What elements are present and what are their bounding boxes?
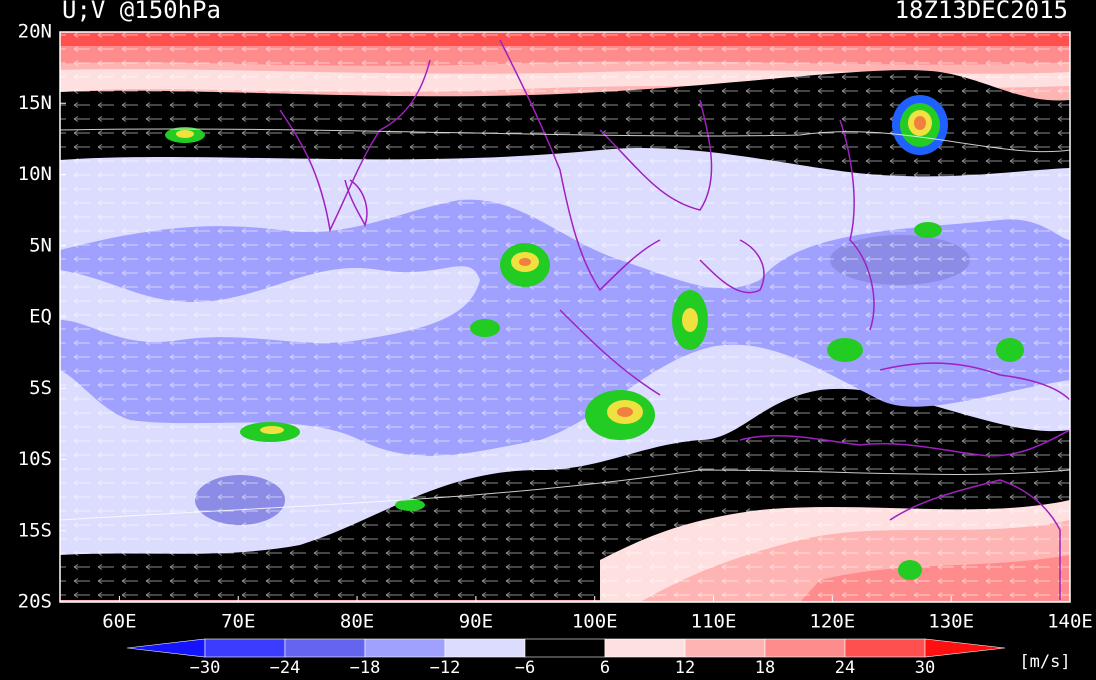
- colorbar-label: 6: [600, 658, 610, 678]
- longitude-label: 70E: [221, 611, 255, 633]
- longitude-label: 80E: [340, 611, 374, 633]
- latitude-label: 15N: [18, 92, 52, 114]
- colorbar-swatch: [364, 638, 446, 658]
- colorbar-label: 24: [835, 658, 855, 678]
- colorbar-swatch: [764, 638, 846, 658]
- colorbar-swatch: [684, 638, 766, 658]
- longitude-label: 120E: [809, 611, 855, 633]
- latitude-label: 20S: [18, 591, 52, 613]
- latitude-label: 5N: [29, 234, 52, 256]
- colorbar-swatch: [444, 638, 526, 658]
- colorbar-swatch: [604, 638, 686, 658]
- colorbar-swatch: [844, 638, 926, 658]
- colorbar-label: −30: [190, 658, 221, 678]
- longitude-label: 60E: [102, 611, 136, 633]
- colorbar-arrow: [924, 638, 1006, 658]
- colorbar-label: −24: [270, 658, 301, 678]
- map-title: U;V @150hPa: [62, 0, 221, 24]
- colorbar-swatch: [284, 638, 366, 658]
- colorbar-label: −18: [350, 658, 381, 678]
- unit-label: [m/s]: [1019, 652, 1070, 672]
- longitude-label: 140E: [1047, 611, 1093, 633]
- latitude-label: EQ: [29, 306, 52, 328]
- colorbar-swatch: [524, 638, 606, 658]
- colorbar-label: 30: [915, 658, 935, 678]
- convection: [165, 95, 1024, 580]
- latitude-label: 20N: [18, 21, 52, 43]
- latitude-label: 10N: [18, 163, 52, 185]
- latitude-label: 15S: [18, 519, 52, 541]
- longitude-labels: 60E 70E 80E 90E 100E 110E 120E 130E 140E: [102, 596, 1093, 633]
- coastlines: [279, 39, 1070, 600]
- latitude-labels: 20N 15N 10N 5N EQ 5S 10S 15S 20S: [18, 21, 66, 613]
- map-time: 18Z13DEC2015: [895, 0, 1068, 24]
- longitude-label: 90E: [459, 611, 493, 633]
- colorbar: −30 −24 −18 −12 −6 6 12 18 24 30: [126, 638, 1006, 678]
- colorbar-swatch: [204, 638, 286, 658]
- colorbar-label: 12: [675, 658, 695, 678]
- colorbar-label: −12: [430, 658, 461, 678]
- colorbar-label: 18: [755, 658, 775, 678]
- latitude-label: 10S: [18, 448, 52, 470]
- colorbar-label: −6: [515, 658, 535, 678]
- isotachs: [60, 128, 1070, 521]
- latitude-label: 5S: [29, 377, 52, 399]
- longitude-label: 130E: [928, 611, 974, 633]
- longitude-label: 100E: [572, 611, 618, 633]
- wind-field: [60, 32, 1070, 602]
- longitude-label: 110E: [691, 611, 737, 633]
